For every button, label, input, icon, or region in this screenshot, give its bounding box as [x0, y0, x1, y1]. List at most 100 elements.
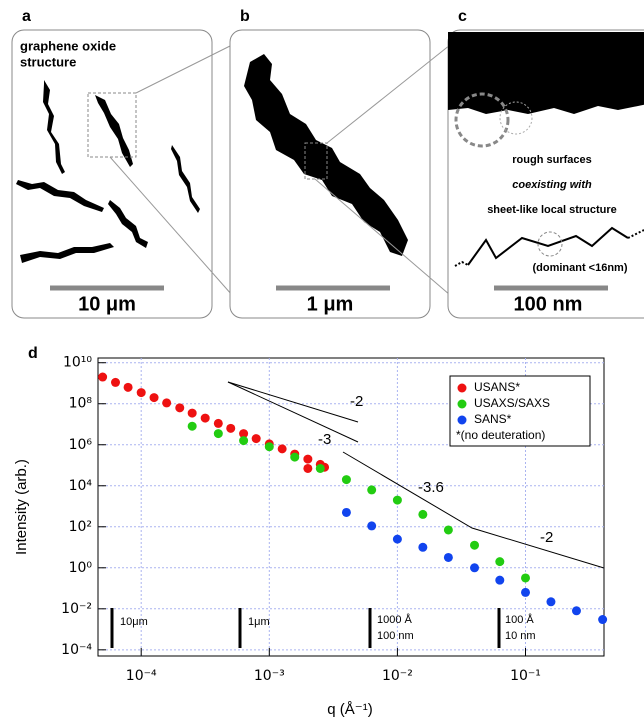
- size-label: 100 nm: [377, 630, 414, 642]
- panel-b: b 1 μm: [229, 8, 431, 319]
- x-tick-label: 10⁻²: [382, 668, 413, 684]
- zoom-line: [326, 44, 451, 144]
- size-label: 10μm: [120, 616, 148, 628]
- y-tick-label: 10⁻²: [61, 601, 92, 617]
- panel-label: a: [22, 8, 31, 25]
- data-point: [136, 388, 146, 398]
- panel-title: structure: [20, 54, 76, 69]
- data-point: [277, 444, 287, 454]
- data-point: [98, 372, 108, 382]
- legend-label: USAXS/SAXS: [474, 396, 550, 410]
- data-point: [303, 463, 313, 473]
- slope-label: -2: [350, 393, 363, 410]
- zoom-line: [314, 178, 451, 296]
- zoom-box: [87, 92, 137, 158]
- data-point: [213, 418, 223, 428]
- scale-label: 10 μm: [78, 293, 136, 315]
- flake: [43, 80, 65, 174]
- scale-label: 1 μm: [307, 293, 354, 315]
- panel-c: c rough surfaces coexisting with sheet-l…: [447, 8, 644, 319]
- size-label: 100 Å: [505, 613, 534, 626]
- y-tick-label: 10⁶: [69, 437, 93, 453]
- size-label: 10 nm: [505, 630, 536, 642]
- flake: [95, 95, 133, 167]
- slope-guide: [227, 381, 359, 423]
- data-point: [303, 454, 313, 464]
- y-tick-label: 10¹⁰: [63, 355, 92, 371]
- x-axis-label: q (Å⁻¹): [327, 701, 372, 718]
- flake: [108, 200, 148, 248]
- note: rough surfaces: [512, 154, 591, 166]
- note: (dominant <16nm): [532, 262, 627, 274]
- data-point: [521, 573, 531, 583]
- flake: [20, 243, 114, 263]
- zoom-box: [304, 142, 328, 180]
- data-point: [341, 475, 351, 485]
- legend-label: USANS*: [474, 380, 520, 394]
- note: coexisting with: [512, 179, 592, 191]
- data-point: [110, 377, 120, 387]
- x-tick-label: 10⁻⁴: [126, 668, 157, 684]
- data-point: [571, 606, 581, 616]
- legend-label: SANS*: [474, 412, 512, 426]
- y-tick-label: 10⁻⁴: [61, 642, 92, 658]
- data-point: [239, 429, 249, 439]
- data-point: [443, 525, 453, 535]
- data-point: [315, 463, 325, 473]
- slope-label: -2: [540, 529, 553, 546]
- data-point: [392, 495, 402, 505]
- data-point: [418, 542, 428, 552]
- y-tick-label: 10²: [69, 519, 92, 535]
- zoom-line: [135, 44, 233, 94]
- x-tick-label: 10⁻¹: [510, 668, 541, 684]
- panel-frame: [11, 29, 213, 319]
- surface: [448, 32, 644, 114]
- data-point: [495, 575, 505, 585]
- data-point: [226, 423, 236, 433]
- zoom-line: [109, 156, 233, 296]
- data-point: [200, 413, 210, 423]
- slope-label: -3: [318, 431, 331, 448]
- data-point: [290, 452, 300, 462]
- data-point: [187, 421, 197, 431]
- data-point: [162, 398, 172, 408]
- size-label: 1000 Å: [377, 613, 413, 626]
- panel-label: c: [458, 8, 467, 25]
- y-tick-label: 10⁴: [69, 478, 93, 494]
- data-point: [213, 429, 223, 439]
- data-point: [264, 442, 274, 452]
- x-tick-label: 10⁻³: [254, 668, 285, 684]
- panel-a: a graphene oxide structure 10 μm: [11, 8, 213, 319]
- y-tick-label: 10⁸: [69, 396, 93, 412]
- data-point: [418, 509, 428, 519]
- data-point: [239, 436, 249, 446]
- data-point: [392, 534, 402, 544]
- sheet-line: [454, 260, 469, 267]
- data-point: [521, 587, 531, 597]
- legend-frame: [449, 375, 591, 447]
- legend-swatch: [457, 383, 467, 393]
- slope-guide: [342, 451, 605, 569]
- flake: [244, 54, 408, 256]
- sheet-line: [467, 226, 629, 266]
- data-point: [367, 521, 377, 531]
- data-point: [546, 597, 556, 607]
- data-point: [367, 485, 377, 495]
- slope-guide: [227, 381, 359, 443]
- data-point: [251, 434, 261, 444]
- data-point: [149, 393, 159, 403]
- panel-label: b: [240, 8, 250, 25]
- local-circle: [537, 231, 563, 257]
- legend: USANS* USAXS/SAXS SANS* *(no deuteration): [449, 375, 591, 447]
- flake: [171, 145, 200, 213]
- size-label: 1μm: [248, 616, 270, 628]
- data-point: [123, 382, 133, 392]
- roughness-circle: [454, 92, 510, 148]
- data-point: [187, 408, 197, 418]
- note: sheet-like local structure: [487, 204, 617, 216]
- legend-swatch: [457, 415, 467, 425]
- roughness-circle: [499, 101, 533, 135]
- legend-note: *(no deuteration): [456, 428, 545, 442]
- sheet-line: [627, 229, 644, 239]
- data-point: [341, 507, 351, 517]
